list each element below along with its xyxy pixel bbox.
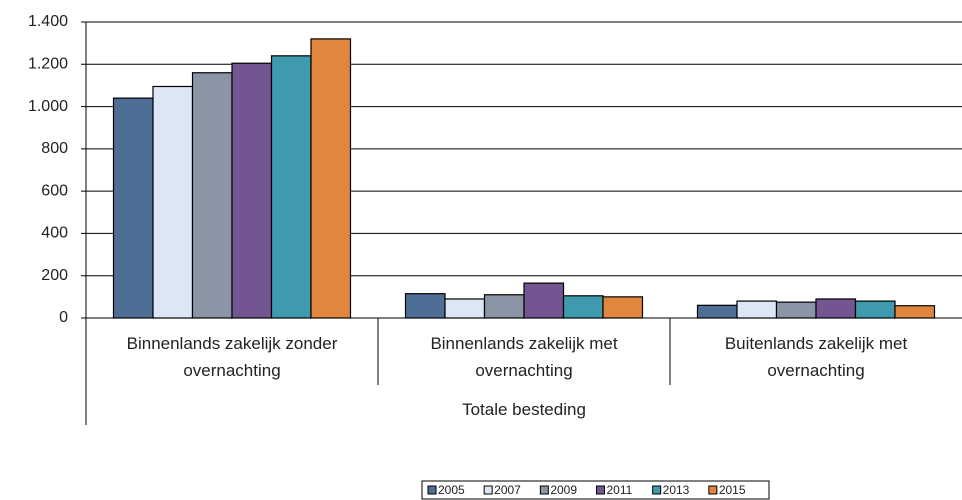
y-tick-label: 1.200	[28, 56, 68, 73]
legend-swatch	[539, 485, 549, 495]
bar	[562, 295, 604, 319]
legend-label: 2011	[607, 483, 633, 497]
legend-label: 2015	[719, 483, 746, 497]
y-tick-label: 400	[41, 225, 68, 242]
y-tick-label: 800	[41, 140, 68, 157]
legend-label: 2007	[494, 483, 521, 497]
legend-label: 2005	[438, 483, 465, 497]
bar	[894, 305, 936, 319]
bar	[191, 72, 233, 319]
legend-box	[421, 480, 770, 500]
y-tick-label: 200	[41, 267, 68, 284]
y-tick-label: 1.000	[28, 98, 68, 115]
bar	[602, 296, 644, 319]
bar	[112, 97, 154, 319]
group-label: Totale besteding	[462, 400, 586, 419]
y-tick-label: 1.400	[28, 13, 68, 30]
legend-swatch	[652, 485, 662, 495]
legend-swatch	[427, 485, 437, 495]
y-tick-label: 0	[59, 309, 68, 326]
legend-swatch	[596, 485, 605, 495]
legend-swatch	[708, 485, 718, 495]
bar	[270, 55, 312, 319]
legend-label: 2009	[550, 483, 577, 497]
bar	[736, 300, 778, 319]
bar	[404, 293, 446, 319]
bar	[696, 304, 738, 319]
bar	[152, 85, 194, 319]
x-tick-label: Buitenlands zakelijk met overnachting	[724, 334, 908, 380]
y-tick-label: 600	[41, 182, 68, 199]
legend-label: 2013	[663, 483, 690, 497]
bar	[815, 298, 857, 319]
x-tick-label: Binnenlands zakelijk met overnachting	[430, 334, 618, 380]
bar	[775, 301, 817, 319]
bar	[854, 300, 896, 319]
bar	[523, 282, 565, 319]
x-tick-label: Binnenlands zakelijk zonder overnachting	[126, 334, 338, 380]
bar	[310, 38, 352, 319]
bar	[444, 298, 486, 319]
bar	[483, 294, 525, 319]
bar	[231, 62, 273, 319]
legend-swatch	[483, 485, 493, 495]
